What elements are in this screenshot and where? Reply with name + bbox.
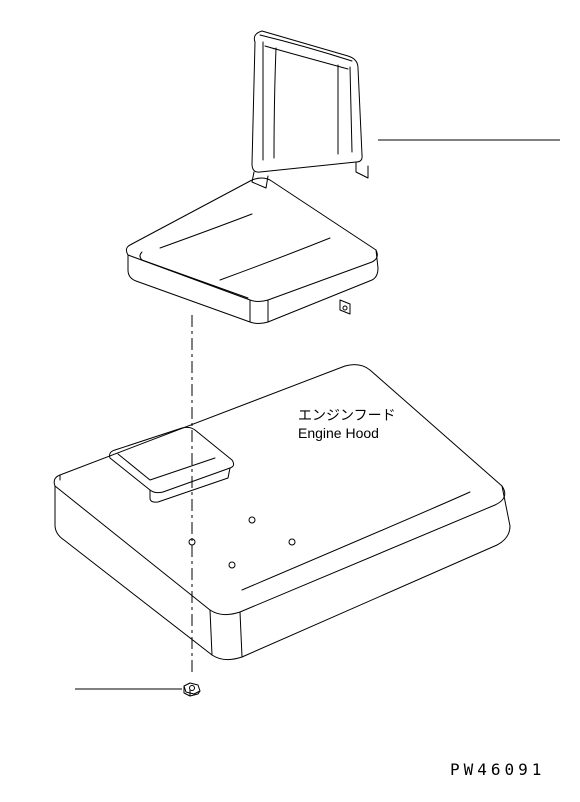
seat-cushion — [126, 162, 378, 324]
seat-backrest — [252, 31, 362, 172]
drawing-number: PW46091 — [450, 760, 545, 779]
mounting-nut — [184, 683, 200, 696]
engine-hood-label-jp: エンジンフード — [298, 407, 396, 423]
seat-assembly — [126, 31, 378, 324]
engine-hood — [54, 365, 510, 660]
engine-hood-label-en: Engine Hood — [298, 425, 379, 441]
